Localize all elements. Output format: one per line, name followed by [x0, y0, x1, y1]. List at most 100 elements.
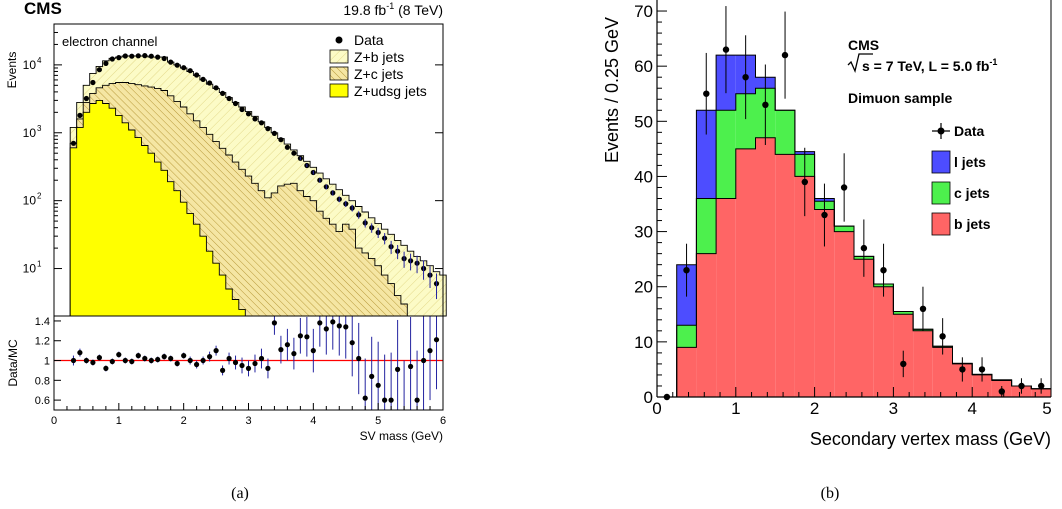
data-point [821, 211, 828, 219]
panel-a-ratio-ylabel: Data/MC [6, 339, 20, 387]
ratio-y-tick-label: 1.2 [35, 336, 50, 348]
y-tick-label: 10 [23, 126, 37, 140]
bar-b-jets [676, 347, 697, 397]
data-point [232, 100, 239, 107]
legend-label: Z+c jets [354, 66, 403, 82]
y-tick-label: 20 [634, 278, 653, 297]
data-point [174, 62, 180, 68]
ratio-point [252, 360, 258, 367]
legend-data-marker [937, 127, 945, 135]
legend-label: Data [954, 123, 985, 139]
legend-label: b jets [954, 216, 991, 232]
ratio-point [168, 355, 174, 362]
data-point [978, 366, 986, 373]
ratio-point [200, 357, 206, 364]
svg-text:s = 7 TeV, L = 5.0 fb-1: s = 7 TeV, L = 5.0 fb-1 [862, 57, 997, 74]
data-point [801, 178, 808, 186]
bar-c-jets [834, 226, 854, 232]
ratio-point [116, 352, 122, 358]
legend-swatch [931, 150, 951, 174]
legend-label: c jets [954, 185, 990, 201]
data-point [781, 51, 789, 59]
ratio-point [336, 323, 342, 329]
x-tick-label: 3 [889, 399, 898, 418]
ratio-x-tick-label: 2 [181, 415, 187, 427]
ratio-point [258, 355, 265, 362]
bar-c-jets [696, 198, 717, 254]
ratio-point [278, 347, 284, 353]
data-point [142, 53, 148, 59]
data-point [77, 112, 83, 118]
data-point [284, 144, 290, 150]
y-tick-label-exponent: 2 [37, 192, 42, 201]
x-tick-label: 5 [1042, 399, 1051, 418]
data-point [1038, 382, 1045, 390]
y-tick-label: 60 [634, 57, 653, 76]
bar-b-jets [972, 374, 992, 397]
ratio-point [194, 361, 200, 368]
bar-b-jets [873, 286, 894, 397]
bar-c-jets [676, 325, 697, 348]
y-tick-label: 70 [634, 2, 653, 21]
panel-b-energy-label: s = 7 TeV, L = 5.0 fb-1 [847, 53, 997, 74]
data-point [96, 67, 102, 73]
ratio-x-tick-label: 0 [51, 415, 57, 427]
ratio-point [369, 373, 375, 379]
ratio-point [427, 348, 433, 354]
panel-b-ylabel: Events / 0.25 GeV [602, 17, 622, 163]
ratio-x-tick-label: 3 [245, 415, 251, 427]
data-point [1018, 382, 1025, 390]
y-tick-label: 40 [634, 167, 653, 186]
y-tick-label: 10 [23, 194, 37, 208]
y-tick-label-exponent: 1 [37, 260, 42, 269]
data-point [722, 46, 730, 53]
ratio-point [362, 395, 368, 401]
ratio-point [239, 362, 245, 369]
legend-label: l jets [954, 154, 986, 170]
ratio-y-tick-label: 0.6 [35, 395, 50, 407]
caption-a: (a) [231, 485, 249, 502]
ratio-point [330, 319, 336, 325]
ratio-point [220, 367, 226, 373]
data-point [939, 333, 946, 340]
panel-a-channel-label: electron channel [62, 34, 158, 49]
caption-b: (b) [821, 485, 840, 502]
ratio-point [245, 365, 252, 371]
data-point [840, 184, 848, 191]
legend-swatch [931, 212, 951, 236]
ratio-point [317, 320, 323, 326]
data-point [762, 101, 769, 109]
ratio-point [213, 348, 219, 354]
data-point [919, 305, 927, 312]
ratio-point [291, 351, 297, 357]
legend-label: Z+udsg jets [354, 83, 427, 99]
ratio-point [96, 355, 102, 361]
data-point [90, 79, 96, 86]
data-point [959, 366, 966, 373]
ratio-point [142, 355, 148, 362]
y-tick-label: 10 [23, 262, 37, 276]
bar-b-jets [716, 198, 736, 397]
data-point [200, 76, 206, 82]
bar-l-jets [696, 110, 717, 199]
ratio-point [388, 397, 394, 403]
x-tick-label: 0 [652, 399, 661, 418]
ratio-point [77, 350, 83, 356]
legend-swatch-series-zb-jets [329, 49, 349, 64]
x-tick-label: 4 [967, 399, 976, 418]
data-point [226, 95, 232, 102]
data-point [194, 72, 200, 78]
legend-swatch-series-zc-jets [329, 66, 349, 81]
data-point [155, 54, 161, 60]
panel-a-ylabel: Events [5, 52, 19, 89]
ratio-point [375, 382, 381, 388]
data-point [742, 74, 749, 81]
bar-b-jets [794, 176, 815, 397]
ratio-point [323, 326, 329, 332]
ratio-point [148, 357, 154, 364]
legend-swatch-series-zudsg-jets [329, 83, 349, 98]
